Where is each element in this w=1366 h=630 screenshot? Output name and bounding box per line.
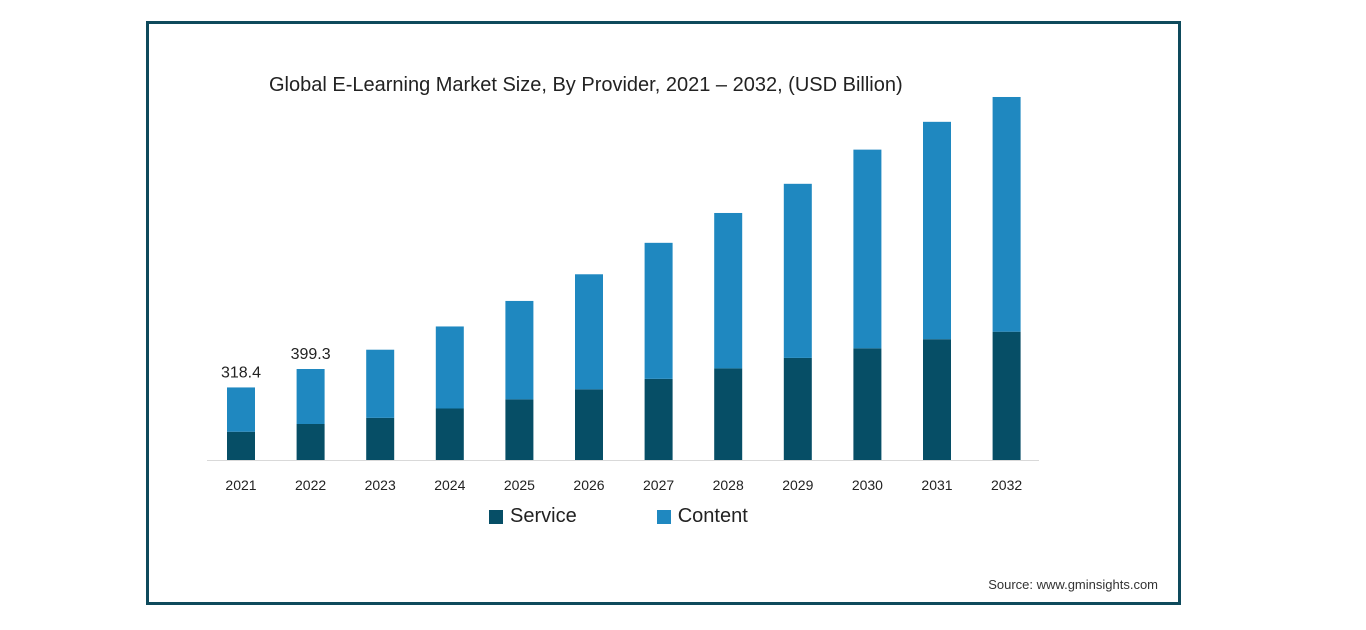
x-tick-label-2032: 2032 [991, 477, 1022, 493]
bar-service-2032 [992, 331, 1021, 460]
bar-content-2028 [714, 212, 743, 369]
legend-label-content: Content [677, 505, 748, 527]
x-tick-label-2031: 2031 [921, 477, 952, 493]
source-note: Source: www.gminsights.com [988, 577, 1158, 592]
bar-service-2024 [435, 408, 464, 460]
bar-content-2032 [992, 96, 1021, 332]
chart-plot: 2021 318.4 2022 399.3 2023 2024 2025 2026 2027 20… [207, 96, 1039, 493]
x-tick-label-2023: 2023 [365, 477, 396, 493]
bar-service-2026 [575, 389, 603, 460]
x-tick-label-2025: 2025 [504, 477, 535, 493]
bar-content-2026 [575, 274, 603, 390]
bar-service-2023 [366, 417, 395, 460]
bar-content-2031 [923, 121, 951, 340]
bar-service-2031 [923, 339, 951, 460]
bar-content-2027 [644, 242, 673, 379]
bar-content-2029 [783, 183, 812, 358]
bar-content-2023 [366, 349, 395, 418]
x-tick-label-2027: 2027 [643, 477, 674, 493]
bar-content-2021 [227, 387, 255, 432]
bar-service-2025 [505, 399, 534, 460]
bar-content-2024 [435, 326, 464, 409]
x-tick-label-2028: 2028 [713, 477, 744, 493]
chart-title: Global E-Learning Market Size, By Provid… [269, 74, 903, 96]
bar-service-2029 [783, 357, 812, 460]
chart-legend: Service Content [489, 505, 828, 528]
bar-content-2030 [853, 149, 882, 349]
legend-label-service: Service [510, 505, 577, 527]
bar-service-2027 [644, 378, 673, 460]
bar-service-2030 [853, 348, 882, 460]
bar-service-2022 [296, 424, 325, 460]
data-label-2022: 399.3 [291, 346, 331, 363]
data-label-2021: 318.4 [221, 364, 261, 381]
bar-service-2028 [714, 368, 743, 460]
bar-service-2021 [227, 431, 255, 460]
legend-swatch-content [656, 509, 671, 524]
legend-swatch-service [489, 509, 503, 524]
x-tick-label-2030: 2030 [852, 477, 883, 493]
legend-item-content: Content [656, 505, 748, 528]
chart-frame: Global E-Learning Market Size, By Provid… [146, 21, 1181, 605]
bar-content-2022 [296, 369, 325, 424]
x-tick-label-2021: 2021 [225, 477, 256, 493]
x-tick-label-2029: 2029 [782, 477, 813, 493]
bar-content-2025 [505, 300, 534, 400]
legend-item-service: Service [489, 505, 577, 528]
x-tick-label-2022: 2022 [295, 477, 326, 493]
x-tick-label-2024: 2024 [434, 477, 465, 493]
x-tick-label-2026: 2026 [573, 477, 604, 493]
